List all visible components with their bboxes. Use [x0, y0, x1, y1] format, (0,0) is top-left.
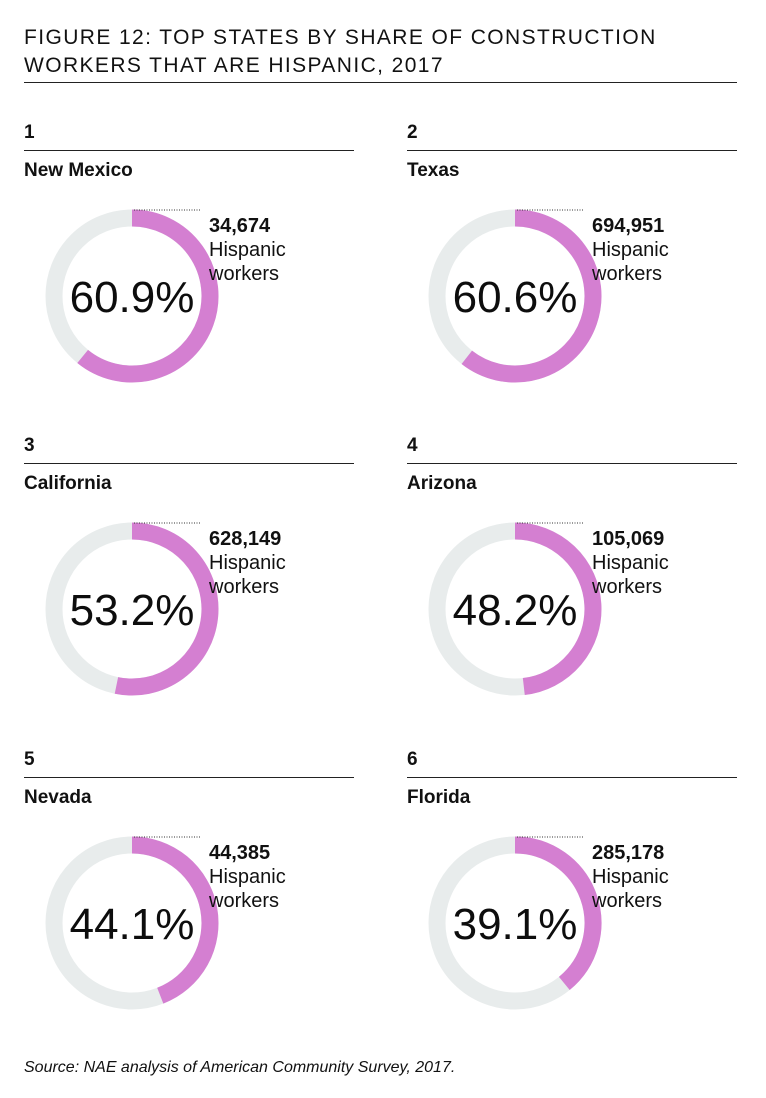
share-label: 60.6% [453, 273, 578, 322]
share-label: 48.2% [453, 586, 578, 635]
state-panel: 5 Nevada 44.1% 44,385 Hispanic workers [24, 749, 354, 1049]
donut-chart: 44.1% [45, 836, 219, 1010]
share-arc [77, 209, 219, 383]
share-arc [114, 522, 219, 696]
share-label: 53.2% [70, 586, 195, 635]
state-panel: 2 Texas 60.6% 694,951 Hispanic workers [407, 122, 737, 422]
share-arc [514, 522, 602, 695]
state-name: Nevada [24, 787, 92, 808]
workers-count: 34,674 [209, 215, 271, 237]
state-name: New Mexico [24, 160, 133, 181]
panel-divider [24, 777, 354, 778]
donut-chart: 60.6% [428, 209, 602, 383]
panel-divider [24, 150, 354, 151]
donut-chart: 39.1% [428, 836, 602, 1010]
state-panel: 3 California 53.2% 628,149 Hispanic workers [24, 435, 354, 735]
workers-label-line2: workers [209, 263, 280, 285]
rank-number: 3 [24, 435, 35, 456]
state-panel: 4 Arizona 48.2% 105,069 Hispanic workers [407, 435, 737, 735]
workers-label-line2: workers [209, 576, 280, 598]
rank-number: 5 [24, 749, 35, 770]
workers-label-line1: Hispanic [209, 866, 286, 888]
rank-number: 1 [24, 122, 35, 143]
share-label: 60.9% [70, 273, 195, 322]
workers-count: 105,069 [592, 528, 665, 550]
workers-label-line1: Hispanic [209, 552, 286, 574]
chart-title: FIGURE 12: TOP STATES BY SHARE OF CONSTR… [24, 26, 657, 77]
workers-label-line1: Hispanic [209, 239, 286, 261]
workers-annotation: 628,149 Hispanic workers [209, 527, 286, 599]
state-name: California [24, 473, 112, 494]
state-panel: 6 Florida 39.1% 285,178 Hispanic workers [407, 749, 737, 1049]
title-divider [24, 82, 737, 83]
workers-annotation: 285,178 Hispanic workers [592, 841, 669, 913]
state-name: Arizona [407, 473, 477, 494]
workers-annotation: 694,951 Hispanic workers [592, 214, 669, 286]
workers-label-line2: workers [592, 576, 663, 598]
panel-divider [407, 150, 737, 151]
panel-divider [24, 463, 354, 464]
share-arc [514, 836, 602, 990]
workers-label-line1: Hispanic [592, 239, 669, 261]
workers-count: 285,178 [592, 842, 665, 864]
workers-count: 44,385 [209, 842, 271, 864]
state-panel: 1 New Mexico 60.9% 34,674 Hispanic workers [24, 122, 354, 422]
share-arc [461, 209, 602, 383]
workers-label-line2: workers [592, 890, 663, 912]
donut-chart: 53.2% [45, 522, 219, 696]
rank-number: 2 [407, 122, 418, 143]
workers-label-line2: workers [592, 263, 663, 285]
share-label: 39.1% [453, 900, 578, 949]
rank-number: 6 [407, 749, 418, 770]
state-name: Florida [407, 787, 471, 808]
workers-count: 694,951 [592, 215, 665, 237]
workers-label-line2: workers [209, 890, 280, 912]
state-name: Texas [407, 160, 460, 181]
panel-divider [407, 463, 737, 464]
rank-number: 4 [407, 435, 418, 456]
workers-annotation: 44,385 Hispanic workers [209, 841, 286, 913]
workers-annotation: 34,674 Hispanic workers [209, 214, 286, 286]
workers-label-line1: Hispanic [592, 866, 669, 888]
share-arc [131, 836, 219, 1004]
share-label: 44.1% [70, 900, 195, 949]
workers-label-line1: Hispanic [592, 552, 669, 574]
workers-count: 628,149 [209, 528, 282, 550]
panel-divider [407, 777, 737, 778]
workers-annotation: 105,069 Hispanic workers [592, 527, 669, 599]
donut-chart: 60.9% [45, 209, 219, 383]
donut-chart: 48.2% [428, 522, 602, 696]
source-note: Source: NAE analysis of American Communi… [24, 1059, 456, 1076]
